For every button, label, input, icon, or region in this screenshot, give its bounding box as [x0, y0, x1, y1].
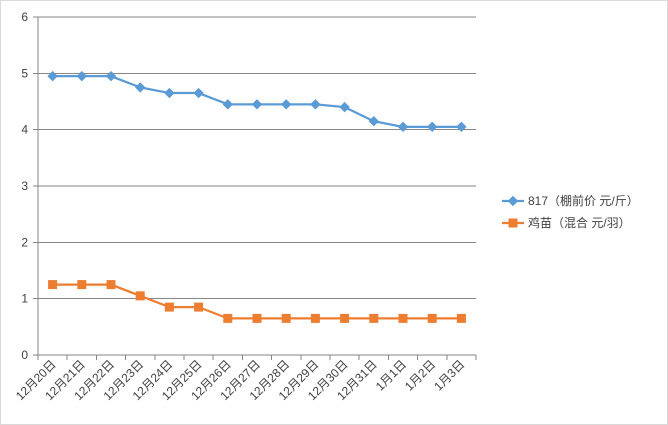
y-tick-label: 2	[21, 235, 28, 249]
data-point-square	[427, 313, 437, 323]
legend-item-1: 817（棚前价 元/斤）	[502, 193, 639, 208]
data-point-diamond	[134, 82, 146, 93]
gridlines	[38, 16, 476, 356]
y-tick-label: 6	[21, 10, 28, 24]
y-tick-label: 5	[21, 66, 28, 80]
y-tick-label: 4	[21, 123, 28, 137]
data-point-diamond	[426, 121, 438, 133]
x-tick-label: 1月2日	[402, 357, 438, 393]
data-point-square	[48, 280, 58, 290]
data-point-diamond	[251, 99, 263, 110]
x-tick-label: 1月1日	[373, 357, 409, 393]
data-point-diamond	[222, 99, 234, 110]
data-point-diamond	[310, 99, 321, 110]
data-point-diamond	[164, 87, 175, 99]
y-tick-label: 0	[21, 348, 28, 362]
data-point-diamond	[456, 121, 467, 133]
data-point-diamond	[105, 70, 117, 82]
legend: 817（棚前价 元/斤） 鸡苗（混合 元/羽）	[502, 193, 639, 230]
data-point-diamond	[47, 70, 58, 82]
data-point-square	[398, 313, 408, 323]
data-point-diamond	[280, 99, 292, 110]
data-point-diamond	[507, 195, 519, 207]
axes: 012345612月20日12月21日12月22日12月23日12月24日12月…	[13, 10, 477, 403]
data-point-square	[310, 313, 320, 323]
data-point-diamond	[339, 101, 350, 113]
y-tick-label: 1	[21, 292, 28, 306]
series-2	[48, 280, 466, 323]
data-point-square	[194, 302, 204, 312]
data-point-square	[281, 313, 291, 323]
data-point-square	[340, 313, 350, 323]
x-tick-label: 1月3日	[431, 357, 467, 393]
legend-item-2: 鸡苗（混合 元/羽）	[502, 215, 631, 230]
data-point-square	[252, 313, 262, 323]
data-point-square	[223, 313, 233, 323]
data-point-square	[135, 291, 145, 301]
data-point-diamond	[368, 116, 380, 127]
data-point-diamond	[76, 70, 88, 82]
series-1	[47, 70, 467, 133]
data-point-square	[106, 280, 116, 290]
data-point-square	[77, 280, 87, 290]
data-point-diamond	[193, 87, 204, 99]
y-tick-label: 3	[21, 179, 28, 193]
data-point-square	[508, 218, 518, 228]
series	[47, 70, 467, 323]
legend-label: 鸡苗（混合 元/羽）	[528, 215, 631, 230]
data-point-square	[456, 313, 466, 323]
data-point-diamond	[397, 121, 409, 133]
data-point-square	[164, 302, 174, 312]
series-line	[52, 283, 462, 320]
legend-label: 817（棚前价 元/斤）	[528, 193, 639, 208]
data-point-square	[369, 313, 379, 323]
